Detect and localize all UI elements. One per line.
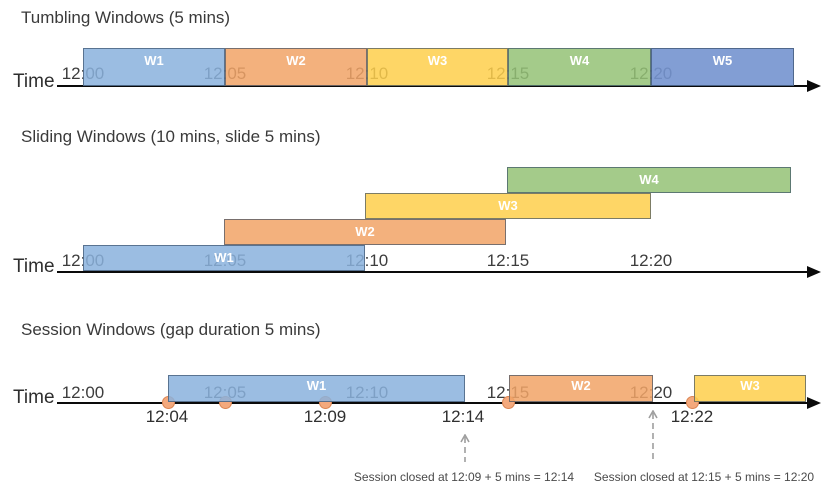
sliding-window-w3: W3 bbox=[365, 193, 651, 219]
sliding-axis-arrowhead-icon bbox=[807, 266, 821, 278]
session-sub-label-1222: 12:22 bbox=[670, 407, 714, 426]
sliding-window-w2-label: W2 bbox=[355, 224, 375, 239]
session-close-annotation-1: Session closed at 12:09 + 5 mins = 12:14 bbox=[353, 470, 575, 484]
session-close-annotation-2: Session closed at 12:15 + 5 mins = 12:20 bbox=[593, 470, 815, 484]
tumbling-window-w2-label: W2 bbox=[286, 53, 306, 68]
sliding-time-axis-label: Time bbox=[13, 256, 55, 277]
sliding-window-w2: W2 bbox=[224, 219, 506, 245]
tumbling-window-w3-label: W3 bbox=[427, 53, 448, 68]
session-window-w2-label: W2 bbox=[571, 378, 591, 393]
sliding-section-title: Sliding Windows (10 mins, slide 5 mins) bbox=[21, 127, 321, 146]
tumbling-window-w3: W3 bbox=[367, 48, 508, 86]
session-window-w1-label: W1 bbox=[306, 378, 327, 393]
sliding-tick-1215: 12:15 bbox=[486, 251, 530, 270]
session-sub-label-1204: 12:04 bbox=[145, 407, 189, 426]
session-window-w3: W3 bbox=[694, 375, 806, 402]
tumbling-axis-arrowhead-icon bbox=[807, 80, 821, 92]
tumbling-section-title: Tumbling Windows (5 mins) bbox=[21, 8, 231, 27]
session-sub-label-1214: 12:14 bbox=[441, 407, 485, 426]
session-time-axis bbox=[57, 402, 809, 404]
tumbling-window-w5-label: W5 bbox=[712, 53, 733, 68]
session-time-axis-label: Time bbox=[13, 387, 55, 408]
session-tick-1200: 12:00 bbox=[61, 383, 105, 402]
tumbling-window-w2: W2 bbox=[225, 48, 367, 86]
session-section-title: Session Windows (gap duration 5 mins) bbox=[21, 320, 321, 339]
tumbling-window-w5: W5 bbox=[651, 48, 794, 86]
session-window-w3-label: W3 bbox=[740, 378, 760, 393]
sliding-time-axis bbox=[57, 271, 809, 273]
tumbling-window-w1-label: W1 bbox=[144, 53, 164, 68]
sliding-window-w1: W1 bbox=[83, 245, 365, 271]
tumbling-window-w4-label: W4 bbox=[569, 53, 590, 68]
sliding-window-w3-label: W3 bbox=[498, 198, 518, 213]
tumbling-window-w1: W1 bbox=[83, 48, 225, 86]
sliding-window-w1-label: W1 bbox=[214, 250, 234, 265]
sliding-window-w4-label: W4 bbox=[639, 172, 659, 187]
session-close-arrow-1220-icon bbox=[648, 410, 658, 462]
tumbling-time-axis bbox=[57, 85, 809, 87]
session-sub-label-1209: 12:09 bbox=[303, 407, 347, 426]
session-window-w1: W1 bbox=[168, 375, 465, 402]
tumbling-time-axis-label: Time bbox=[13, 71, 55, 92]
sliding-window-w4: W4 bbox=[507, 167, 791, 193]
sliding-tick-1220: 12:20 bbox=[629, 251, 673, 270]
session-axis-arrowhead-icon bbox=[807, 397, 821, 409]
tumbling-window-w4: W4 bbox=[508, 48, 651, 86]
session-close-arrow-1214-icon bbox=[460, 434, 470, 462]
session-window-w2: W2 bbox=[509, 375, 653, 402]
